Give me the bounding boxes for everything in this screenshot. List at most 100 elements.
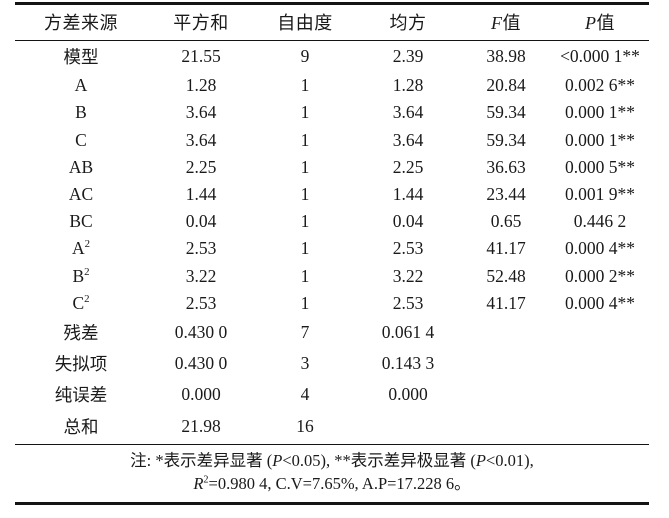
cell-mean-square: 2.25 [392,156,424,177]
cell-source: 残差 [15,317,147,348]
cell-p-value: 0.000 4** [565,292,635,313]
cell-sum-of-squares: 0.430 0 [174,321,228,342]
cell-f-value: 59.34 [486,102,526,123]
source-label: A [71,238,85,259]
cell-sum-of-squares: 3.64 [185,129,217,150]
cell-sum-of-squares: 0.04 [185,211,217,232]
cell-source: B2 [15,263,147,290]
cell-p-value: 0.001 9** [565,184,635,205]
footnote-p-symbol-2: P [475,450,486,470]
cell-f-value [461,317,551,348]
cell-sum-of-squares: 0.430 0 [174,353,228,374]
cell-source: 模型 [15,41,147,73]
cell-source: AB [15,154,147,181]
cell-p-value [551,317,649,348]
column-header-f-value: F值 [461,2,551,41]
footnote-text-1: 注: *表示差异显著 ( [130,450,273,470]
f-value-label: 值 [502,13,521,33]
source-label: AC [68,184,94,205]
cell-f-value: 20.84 [486,75,526,96]
cell-degrees-of-freedom: 1 [300,265,310,286]
cell-degrees-of-freedom: 7 [300,321,310,342]
cell-degrees-of-freedom: 1 [300,238,310,259]
cell-source: AC [15,181,147,208]
column-header-source: 方差来源 [15,2,147,41]
cell-mean-square: 0.143 3 [381,353,435,374]
source-label: 失拟项 [54,354,108,375]
footnote-line-1: 注: *表示差异显著 (P<0.05), **表示差异极显著 (P<0.01), [25,449,639,473]
cell-sum-of-squares: 2.53 [185,238,217,259]
footnote-p-symbol-1: P [272,450,283,470]
cell-source: C2 [15,290,147,317]
cell-sum-of-squares: 1.44 [185,184,217,205]
source-label: C [75,129,87,150]
footnote-cell: 注: *表示差异显著 (P<0.05), **表示差异极显著 (P<0.01),… [15,444,649,506]
source-label: A [74,75,88,96]
cell-mean-square: 3.64 [392,129,424,150]
footnote-text-3: <0.01), [486,450,534,470]
source-label: 残差 [63,322,99,343]
table-row: AC 1.44 1 1.44 23.44 0.001 9** [15,181,649,208]
anova-table: 方差来源 平方和 自由度 均方 F值 P值 模型 21.55 9 2.39 38.98 <… [15,2,649,506]
cell-mean-square: 0.061 4 [381,321,435,342]
cell-sum-of-squares: 1.28 [185,75,217,96]
table-row: A2 2.53 1 2.53 41.17 0.000 4** [15,235,649,262]
cell-f-value: 36.63 [486,156,526,177]
cell-source: 总和 [15,410,147,445]
cell-sum-of-squares: 2.25 [185,156,217,177]
footnote-text-2: <0.05), **表示差异极显著 ( [282,450,476,470]
cell-source: 失拟项 [15,348,147,379]
table-body: 模型 21.55 9 2.39 38.98 <0.000 1** A 1.28 1 1.28 20.… [15,41,649,445]
cell-mean-square: 2.53 [392,238,424,259]
cell-mean-square: 2.53 [392,292,424,313]
cell-p-value: 0.000 2** [565,265,635,286]
cell-mean-square: 3.64 [392,102,424,123]
cell-mean-square: 3.22 [392,265,424,286]
cell-mean-square [355,410,461,445]
source-label: 纯误差 [54,385,108,406]
cell-p-value: 0.000 1** [565,129,635,150]
cell-degrees-of-freedom: 1 [300,211,310,232]
cell-source: 纯误差 [15,379,147,410]
cell-p-value: 0.000 4** [565,238,635,259]
cell-source: B [15,99,147,126]
cell-p-value [551,348,649,379]
cell-f-value [461,379,551,410]
cell-mean-square: 1.28 [392,75,424,96]
cell-p-value: <0.000 1** [560,46,640,67]
source-label: AB [68,156,94,177]
header-row: 方差来源 平方和 自由度 均方 F值 P值 [15,2,649,41]
footnote-row: 注: *表示差异显著 (P<0.05), **表示差异极显著 (P<0.01),… [15,444,649,506]
cell-p-value: 0.002 6** [565,75,635,96]
table-row: A 1.28 1 1.28 20.84 0.002 6** [15,72,649,99]
cell-degrees-of-freedom: 4 [300,384,310,405]
cell-sum-of-squares: 21.55 [181,46,221,67]
footnote-r-superscript: 2 [203,474,209,486]
cell-p-value [551,410,649,445]
cell-degrees-of-freedom: 1 [300,184,310,205]
cell-source: A2 [15,235,147,262]
table-row: 纯误差 0.000 4 0.000 [15,379,649,410]
cell-source: A [15,72,147,99]
footnote-line-2: R2=0.980 4, C.V=7.65%, A.P=17.228 6。 [25,472,639,496]
table-row: 模型 21.55 9 2.39 38.98 <0.000 1** [15,41,649,73]
cell-mean-square: 0.000 [388,384,428,405]
cell-f-value [461,348,551,379]
cell-p-value: 0.446 2 [573,211,627,232]
table-row: 总和 21.98 16 [15,410,649,445]
cell-sum-of-squares: 3.22 [185,265,217,286]
table-header: 方差来源 平方和 自由度 均方 F值 P值 [15,2,649,41]
cell-degrees-of-freedom: 1 [300,292,310,313]
cell-sum-of-squares: 0.000 [181,384,221,405]
source-label: B [72,265,85,286]
table-row: C 3.64 1 3.64 59.34 0.000 1** [15,127,649,154]
cell-sum-of-squares: 21.98 [147,410,255,445]
f-symbol: F [491,13,503,33]
cell-degrees-of-freedom: 1 [300,129,310,150]
source-superscript: 2 [84,238,91,251]
source-label: 总和 [63,416,99,437]
table-row: BC 0.04 1 0.04 0.65 0.446 2 [15,208,649,235]
cell-sum-of-squares: 2.53 [185,292,217,313]
cell-f-value: 41.17 [486,238,526,259]
cell-f-value: 52.48 [486,265,526,286]
